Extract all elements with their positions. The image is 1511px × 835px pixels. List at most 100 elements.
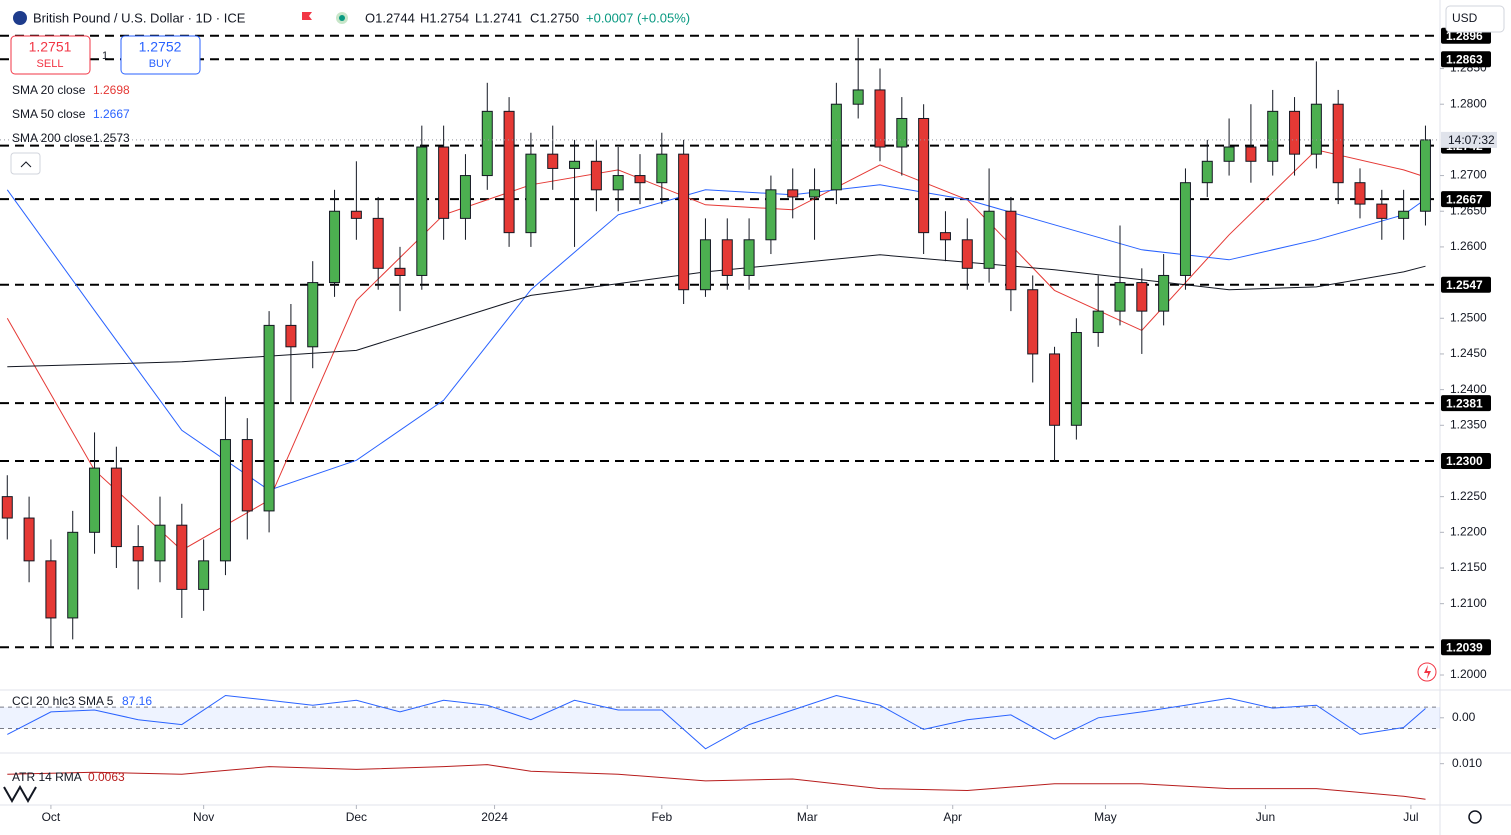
collapse-icon — [20, 161, 32, 168]
level-label: 1.2039 — [1446, 640, 1483, 654]
candle-body — [939, 232, 951, 241]
y-tick-label: 1.2250 — [1450, 489, 1487, 503]
candle-body — [241, 439, 253, 512]
sell-button[interactable] — [10, 35, 91, 75]
collapse-button[interactable] — [10, 152, 41, 175]
candle-body — [1289, 110, 1301, 155]
atr-legend-value: 0.0063 — [88, 770, 125, 784]
candle-body — [1223, 146, 1235, 162]
countdown: 14:07:32 — [1448, 133, 1495, 147]
level-label: 1.2863 — [1446, 52, 1483, 66]
candle-body — [1201, 160, 1213, 184]
level-label-box — [1441, 452, 1491, 469]
flag-icon[interactable] — [302, 12, 312, 20]
candle-body — [1419, 139, 1431, 212]
cci-legend-name: CCI 20 hlc3 SMA 5 — [12, 694, 114, 708]
market-status-dot — [339, 15, 345, 21]
candle-body — [787, 189, 799, 198]
level-label-box — [1441, 639, 1491, 656]
sma-line — [6, 184, 1426, 491]
sma-line — [6, 149, 1426, 551]
candle-body — [569, 160, 581, 169]
level-label: 1.2381 — [1446, 396, 1483, 410]
candle-body — [656, 153, 668, 184]
cci-tick-label: 0.00 — [1452, 710, 1476, 724]
candle-body — [1070, 332, 1082, 426]
candle-body — [1005, 210, 1017, 291]
atr-tick-label: 0.010 — [1452, 756, 1482, 770]
candle-body — [1136, 282, 1148, 312]
y-tick-label: 1.2000 — [1450, 667, 1487, 681]
candle-body — [896, 117, 908, 148]
sma-legend-name: SMA 20 close — [12, 83, 86, 97]
candle-body — [67, 531, 79, 619]
y-tick-label: 1.2150 — [1450, 560, 1487, 574]
candle-body — [350, 210, 362, 219]
buy-price: 1.2752 — [139, 39, 182, 55]
candle-body — [961, 239, 973, 269]
countdown-box — [1441, 131, 1497, 148]
candle-body — [525, 153, 537, 234]
buy-button[interactable] — [120, 35, 201, 75]
candle-body — [612, 175, 624, 191]
candle-body — [1310, 103, 1322, 155]
quote-high: H1.2754 — [420, 10, 469, 25]
x-tick-label: Mar — [797, 810, 818, 824]
level-label-box — [1441, 51, 1491, 68]
level-label-box — [1441, 276, 1491, 293]
cci-legend-value: 87.16 — [122, 694, 152, 708]
candle-body — [1332, 103, 1344, 184]
candle-body — [678, 153, 690, 291]
candle-body — [1179, 182, 1191, 276]
level-label-box — [1441, 395, 1491, 412]
candle-body — [743, 239, 755, 276]
x-tick-label: 2024 — [481, 810, 508, 824]
level-label-box — [1441, 191, 1491, 208]
candle-body — [547, 153, 559, 169]
candle-body — [809, 189, 821, 198]
sma-legend-name: SMA 200 close — [12, 131, 92, 145]
y-tick-label: 1.2800 — [1450, 96, 1487, 110]
candle-body — [416, 146, 428, 276]
y-tick-label: 1.2500 — [1450, 310, 1487, 324]
candle-body — [372, 217, 384, 269]
level-label: 1.2667 — [1446, 192, 1483, 206]
x-tick-label: Nov — [193, 810, 214, 824]
currency-button[interactable] — [1445, 5, 1505, 33]
level-label: 1.2300 — [1446, 454, 1483, 468]
buy-label: BUY — [149, 58, 172, 70]
y-tick-label: 1.2100 — [1450, 596, 1487, 610]
candle-body — [481, 110, 493, 177]
candle-body — [852, 89, 864, 105]
atr-legend-name: ATR 14 RMA — [12, 770, 82, 784]
candle-body — [1092, 310, 1104, 334]
candle-body — [1027, 289, 1039, 355]
sma-legend-name: SMA 50 close — [12, 107, 86, 121]
candle-body — [918, 117, 930, 234]
candle-body — [1049, 353, 1061, 426]
y-tick-label: 1.2700 — [1450, 168, 1487, 182]
y-tick-label: 1.2450 — [1450, 346, 1487, 360]
cci-line — [7, 694, 1426, 750]
quote-low: L1.2741 — [475, 10, 522, 25]
x-tick-label: Jun — [1256, 810, 1275, 824]
candle-body — [1, 496, 13, 519]
quote-open: O1.2744 — [365, 10, 415, 25]
settings-icon[interactable] — [1468, 810, 1482, 824]
sell-label: SELL — [37, 58, 64, 70]
candle-body — [699, 239, 711, 291]
x-tick-label: Jul — [1403, 810, 1418, 824]
atr-line — [7, 764, 1426, 800]
candle-body — [307, 282, 319, 348]
candle-body — [590, 160, 602, 191]
candle-body — [263, 324, 275, 512]
plot-area — [0, 34, 1440, 800]
candle-body — [89, 467, 101, 533]
candle-body — [1376, 203, 1388, 219]
candle-body — [459, 175, 471, 219]
candle-body — [1245, 146, 1257, 162]
x-tick-label: Feb — [651, 810, 672, 824]
candle-body — [721, 239, 733, 276]
